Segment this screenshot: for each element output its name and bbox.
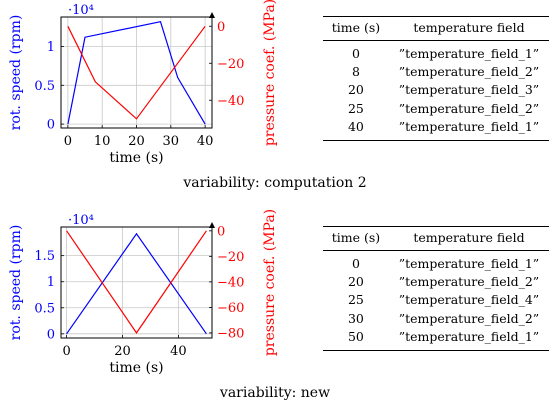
time-cell: 20 — [347, 274, 364, 290]
y2-axis-label: pressure coef. (MPa) — [262, 209, 278, 356]
x-tick-label: 10 — [94, 134, 111, 149]
field-cell: ”temperature_field_2” — [398, 274, 540, 290]
y-axis-label: rot. speed (rpm) — [8, 225, 24, 341]
field-cell: ”temperature_field_2” — [398, 310, 540, 326]
y-tick-label: 1 — [47, 275, 55, 290]
table-header-temperature-field: temperature field — [388, 16, 549, 41]
y2-tick-label: 0 — [217, 20, 225, 35]
field-cell: ”temperature_field_2” — [398, 64, 540, 80]
caption-new: variability: new — [219, 385, 331, 401]
time-cell: 25 — [347, 100, 364, 116]
axis-arrow — [209, 12, 215, 18]
table-row: 0 ”temperature_field_1” — [323, 41, 549, 63]
table-header-time: time (s) — [323, 16, 389, 41]
field-cell: ”temperature_field_4” — [398, 292, 540, 308]
table-row: 50 ”temperature_field_1” — [323, 327, 549, 351]
y-tick-label: 0 — [47, 327, 55, 342]
table-row: 30 ”temperature_field_2” — [323, 309, 549, 327]
x-tick-label: 20 — [114, 344, 131, 359]
time-cell: 30 — [347, 310, 364, 326]
y2-tick-label: −40 — [217, 94, 244, 109]
table-header-temperature-field: temperature field — [388, 226, 549, 251]
field-cell: ”temperature_field_1” — [398, 46, 540, 61]
y-tick-label: 0.5 — [34, 79, 55, 94]
exponent-label: ·10⁴ — [68, 3, 94, 18]
time-cell: 20 — [347, 82, 364, 98]
field-cell: ”temperature_field_3” — [398, 82, 540, 98]
y-tick-label: 0.5 — [34, 301, 55, 316]
field-cell: ”temperature_field_1” — [398, 256, 540, 271]
table-row: 8 ”temperature_field_2” — [323, 63, 549, 81]
plot-frame — [60, 226, 213, 339]
y2-tick-label: 0 — [217, 224, 225, 239]
time-cell: 25 — [347, 292, 364, 308]
table-row: 40 ”temperature_field_1” — [323, 117, 549, 141]
field-cell: ”temperature_field_1” — [388, 327, 549, 351]
time-cell: 0 — [351, 46, 360, 61]
axis-arrow — [209, 222, 215, 228]
x-tick-label: 20 — [128, 134, 145, 149]
x-tick-label: 0 — [64, 134, 72, 149]
y2-tick-label: −20 — [217, 57, 244, 72]
time-cell: 0 — [351, 256, 360, 271]
temperature-table-computation-2: time (s) temperature field 0 ”temperature… — [323, 16, 549, 141]
y2-tick-label: −60 — [217, 301, 244, 316]
x-axis-label: time (s) — [109, 360, 163, 376]
x-tick-label: 40 — [170, 344, 187, 359]
y2-tick-label: −80 — [217, 326, 244, 341]
table-row: 25 ”temperature_field_4” — [323, 291, 549, 309]
time-cell: 40 — [323, 117, 389, 141]
field-cell: ”temperature_field_1” — [388, 117, 549, 141]
pressure-series-line — [66, 230, 207, 334]
table-row: 20 ”temperature_field_2” — [323, 273, 549, 291]
temperature-table-new: time (s) temperature field 0 ”temperature… — [323, 226, 549, 351]
exponent-label: ·10⁴ — [68, 213, 94, 228]
x-tick-label: 0 — [62, 344, 70, 359]
x-axis-label: time (s) — [109, 150, 163, 166]
pressure-series-line — [67, 25, 206, 120]
table-header-time: time (s) — [323, 226, 389, 251]
y-tick-label: 0 — [47, 118, 55, 133]
x-tick-label: 40 — [197, 134, 214, 149]
speed-series-line — [66, 232, 207, 335]
y-tick-label: 1 — [47, 40, 55, 55]
caption-computation-2: variability: computation 2 — [183, 175, 367, 191]
table-row: 25 ”temperature_field_2” — [323, 99, 549, 117]
y-tick-label: 1.5 — [34, 249, 55, 264]
speed-series-line — [67, 21, 206, 125]
y2-tick-label: −20 — [217, 250, 244, 265]
table-row: 20 ”temperature_field_3” — [323, 81, 549, 99]
table-row: 0 ”temperature_field_1” — [323, 251, 549, 273]
time-cell: 50 — [323, 327, 389, 351]
x-tick-label: 30 — [163, 134, 180, 149]
y-axis-label: rot. speed (rpm) — [8, 15, 24, 131]
field-cell: ”temperature_field_2” — [398, 100, 540, 116]
y2-axis-label: pressure coef. (MPa) — [262, 0, 278, 146]
time-cell: 8 — [351, 64, 360, 80]
chart-new: 0 20 40 0 0.5 1 1.5 0 −20 −40 −60 −80 ·10⁴ time (s) ro… — [8, 209, 278, 376]
y2-tick-label: −40 — [217, 275, 244, 290]
